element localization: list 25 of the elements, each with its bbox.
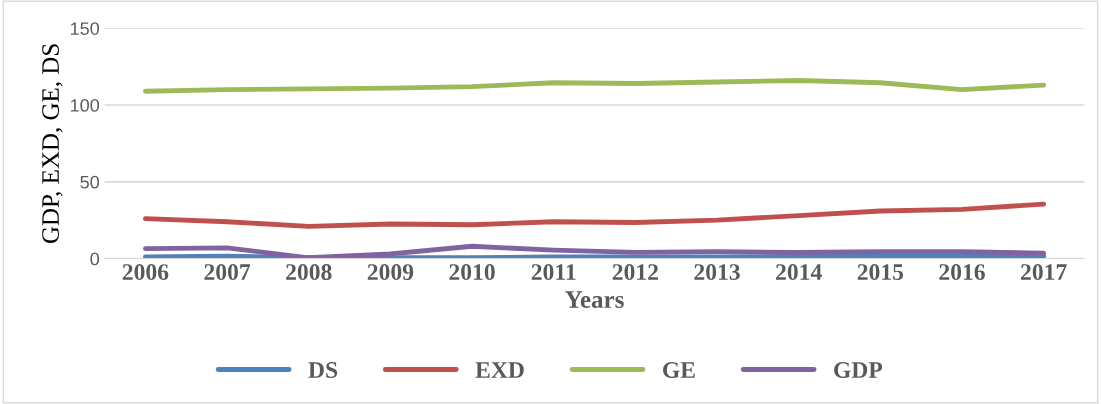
legend-label: GDP: [834, 362, 883, 378]
y-tick-label: 50: [80, 175, 100, 189]
x-axis-title: Years: [565, 291, 624, 308]
line-series: [142, 78, 1047, 94]
x-tick-label: 2007: [204, 264, 251, 281]
legend-label: EXD: [475, 362, 524, 378]
x-tick-label: 2013: [694, 264, 740, 281]
x-tick-label: 2017: [1021, 264, 1067, 281]
y-tick-label: 150: [70, 22, 100, 35]
x-tick-label: 2010: [449, 264, 495, 281]
x-tick-label: 2006: [122, 264, 169, 281]
x-tick-label: 2008: [286, 264, 332, 281]
y-tick-label: 100: [70, 98, 100, 112]
y-tick-label: 0: [90, 252, 100, 266]
line-series: [142, 201, 1047, 229]
legend-label: DS: [308, 362, 338, 378]
y-axis-title: GDP, EXD, GE, DS: [42, 44, 63, 244]
x-tick-label: 2015: [857, 264, 904, 281]
line-series: [142, 243, 1047, 259]
x-tick-label: 2014: [776, 264, 822, 281]
x-tick-label: 2011: [531, 264, 576, 281]
legend-label: GE: [663, 362, 695, 378]
x-tick-label: 2012: [612, 264, 658, 281]
x-tick-label: 2016: [939, 264, 985, 281]
x-tick-label: 2009: [367, 264, 414, 281]
